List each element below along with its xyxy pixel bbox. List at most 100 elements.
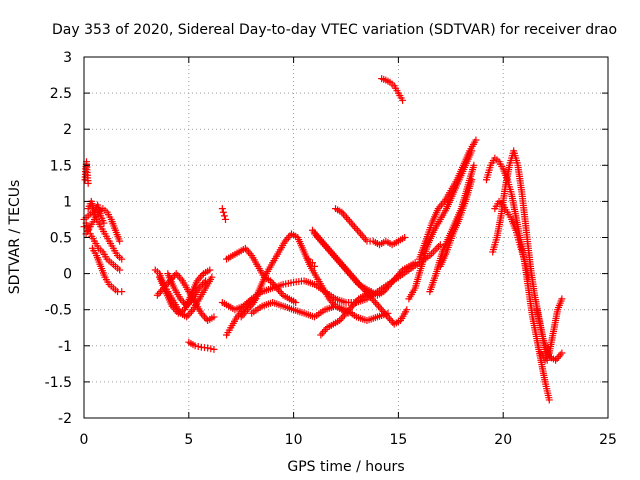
data-point <box>374 302 382 310</box>
data-point <box>208 273 216 281</box>
data-point <box>360 234 368 241</box>
data-point <box>118 288 126 296</box>
data-point <box>84 226 92 234</box>
y-tick-label: 2.5 <box>50 86 72 102</box>
y-tick-label: -1 <box>58 339 72 355</box>
data-point <box>311 262 319 270</box>
data-point <box>431 246 439 254</box>
series-s6 <box>84 197 108 227</box>
data-point <box>358 232 366 240</box>
data-point <box>470 161 478 169</box>
data-point <box>429 248 437 256</box>
x-tick-label: 15 <box>389 432 407 448</box>
data-point <box>346 217 354 225</box>
series-s9 <box>155 266 214 317</box>
data-point <box>204 344 212 352</box>
y-tick-label: 3 <box>63 50 72 66</box>
data-point <box>558 295 566 303</box>
x-tick-label: 10 <box>285 432 303 448</box>
data-point <box>351 298 359 306</box>
data-point <box>373 300 381 308</box>
series-s22 <box>332 205 409 249</box>
x-tick-label: 5 <box>184 432 193 448</box>
series-s16 <box>248 298 392 325</box>
series-s10 <box>164 270 210 310</box>
data-point <box>524 273 532 281</box>
data-point <box>184 311 192 319</box>
series-s20 <box>311 230 419 299</box>
data-point <box>348 302 356 310</box>
series-s21 <box>317 288 375 339</box>
data-point <box>191 342 199 350</box>
series-s23 <box>378 75 407 104</box>
data-point <box>116 237 124 245</box>
data-point <box>437 201 445 209</box>
data-point <box>556 351 564 359</box>
data-point <box>221 215 229 223</box>
data-point <box>202 277 210 285</box>
data-point <box>153 291 161 299</box>
y-tick-label: -2 <box>58 411 72 427</box>
data-point <box>174 271 182 279</box>
data-point <box>357 230 365 238</box>
data-point <box>367 288 375 296</box>
data-point <box>218 205 226 213</box>
data-point <box>276 288 284 296</box>
series-s5 <box>88 244 126 296</box>
data-point <box>100 219 108 227</box>
data-point <box>207 345 215 353</box>
data-point <box>558 349 566 357</box>
y-tick-label: -0.5 <box>45 303 72 319</box>
data-point <box>172 270 180 278</box>
axis-ticks <box>83 56 609 419</box>
x-tick-label: 25 <box>599 432 617 448</box>
data-point <box>347 219 355 227</box>
data-point <box>403 306 411 314</box>
series-s31 <box>537 295 566 364</box>
data-point <box>472 136 480 144</box>
y-tick-label: 0 <box>63 267 72 283</box>
series-s4 <box>81 158 92 187</box>
data-point <box>84 179 92 187</box>
data-point <box>350 223 358 231</box>
data-point <box>210 313 218 321</box>
y-tick-label: 0.5 <box>50 231 72 247</box>
data-point <box>355 228 363 236</box>
data-point <box>292 298 300 306</box>
series-s28 <box>482 154 553 404</box>
data-point <box>220 212 228 220</box>
data-point <box>468 176 476 184</box>
data-point <box>219 208 227 216</box>
data-point <box>545 396 553 404</box>
data-point <box>304 255 312 263</box>
series-s30 <box>491 197 532 281</box>
y-axis-label: SDTVAR / TECUs <box>7 180 23 295</box>
data-point <box>206 266 214 274</box>
series-s18 <box>304 255 319 270</box>
series-s17 <box>223 295 260 339</box>
data-point <box>317 331 325 339</box>
y-tick-label: 2 <box>63 122 72 138</box>
data-point <box>341 212 349 220</box>
data-point <box>318 329 326 337</box>
data-point <box>361 235 369 243</box>
data-point <box>376 304 384 312</box>
chart-title: Day 353 of 2020, Sidereal Day-to-day VTE… <box>52 22 617 38</box>
series-s27 <box>436 176 476 270</box>
data-point <box>118 255 126 263</box>
data-points <box>80 75 566 404</box>
series-s11 <box>185 338 218 353</box>
series-s12 <box>218 205 229 223</box>
data-point <box>196 273 204 281</box>
data-point <box>553 354 561 362</box>
data-point <box>349 221 357 229</box>
y-tick-label: -1.5 <box>45 375 72 391</box>
data-point <box>243 246 251 254</box>
x-axis-label: GPS time / hours <box>287 459 404 475</box>
data-point <box>352 224 360 232</box>
data-point <box>344 215 352 223</box>
data-point <box>210 345 218 353</box>
series-s24 <box>405 147 476 303</box>
data-point <box>308 259 316 267</box>
data-point <box>411 259 419 267</box>
